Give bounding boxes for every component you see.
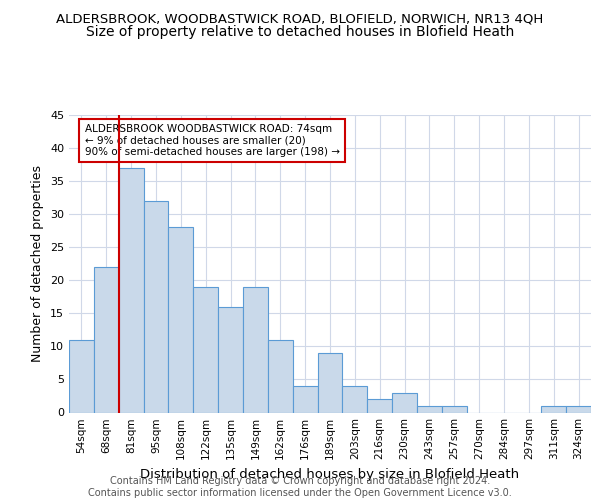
Y-axis label: Number of detached properties: Number of detached properties (31, 165, 44, 362)
Text: ALDERSBROOK, WOODBASTWICK ROAD, BLOFIELD, NORWICH, NR13 4QH: ALDERSBROOK, WOODBASTWICK ROAD, BLOFIELD… (56, 12, 544, 26)
Bar (293, 386, 317, 412)
Bar (417, 406, 442, 412)
Bar (541, 406, 566, 412)
Bar (69, 340, 94, 412)
Text: Contains HM Land Registry data © Crown copyright and database right 2024.
Contai: Contains HM Land Registry data © Crown c… (88, 476, 512, 498)
Bar (442, 406, 467, 412)
X-axis label: Distribution of detached houses by size in Blofield Heath: Distribution of detached houses by size … (140, 468, 520, 481)
Bar (218, 306, 243, 412)
Bar (268, 340, 293, 412)
Bar (367, 400, 392, 412)
Bar (243, 287, 268, 412)
Bar (169, 228, 193, 412)
Bar (119, 168, 143, 412)
Bar (94, 267, 119, 412)
Bar (392, 392, 417, 412)
Bar (317, 353, 343, 412)
Bar (343, 386, 367, 412)
Text: Size of property relative to detached houses in Blofield Heath: Size of property relative to detached ho… (86, 25, 514, 39)
Text: ALDERSBROOK WOODBASTWICK ROAD: 74sqm
← 9% of detached houses are smaller (20)
90: ALDERSBROOK WOODBASTWICK ROAD: 74sqm ← 9… (85, 124, 340, 157)
Bar (143, 201, 169, 412)
Bar (193, 287, 218, 412)
Bar (566, 406, 591, 412)
